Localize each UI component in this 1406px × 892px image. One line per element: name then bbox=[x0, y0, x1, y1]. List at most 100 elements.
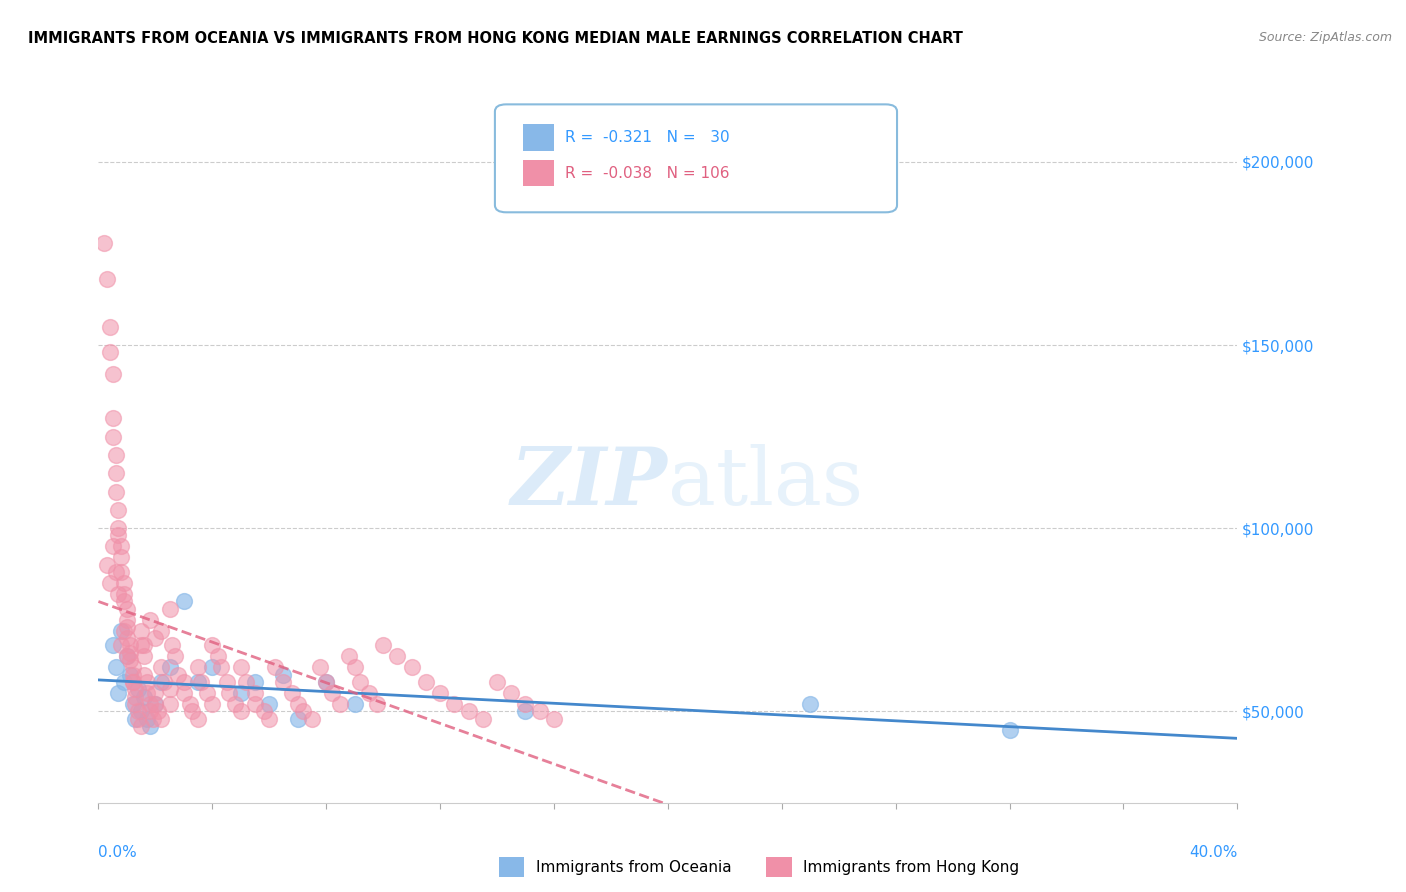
Point bbox=[124, 697, 146, 711]
Point bbox=[998, 723, 1021, 737]
Point bbox=[150, 624, 173, 638]
Point bbox=[287, 697, 309, 711]
Point bbox=[129, 719, 152, 733]
Point bbox=[373, 638, 395, 652]
Point bbox=[529, 704, 551, 718]
Point bbox=[150, 712, 173, 726]
Point bbox=[235, 675, 257, 690]
Point bbox=[401, 660, 423, 674]
Point bbox=[101, 368, 124, 382]
Point bbox=[124, 712, 146, 726]
Point bbox=[121, 667, 143, 681]
Point bbox=[543, 712, 565, 726]
Point bbox=[486, 675, 509, 690]
Point bbox=[115, 631, 138, 645]
Point bbox=[112, 675, 135, 690]
Point bbox=[101, 411, 124, 425]
Point bbox=[129, 624, 152, 638]
Point bbox=[337, 649, 360, 664]
Point bbox=[415, 675, 437, 690]
Point bbox=[201, 660, 224, 674]
Point bbox=[127, 712, 149, 726]
Point bbox=[124, 682, 146, 697]
Point bbox=[121, 675, 143, 690]
Point bbox=[150, 675, 173, 690]
Point bbox=[292, 704, 315, 718]
Point bbox=[165, 649, 187, 664]
Point bbox=[190, 675, 212, 690]
Point bbox=[115, 620, 138, 634]
Point bbox=[107, 503, 129, 517]
Text: atlas: atlas bbox=[668, 443, 863, 522]
Point bbox=[429, 686, 451, 700]
Point bbox=[98, 319, 121, 334]
Point bbox=[129, 638, 152, 652]
Point bbox=[145, 686, 167, 700]
Point bbox=[145, 697, 167, 711]
Point bbox=[281, 686, 304, 700]
Point bbox=[138, 613, 160, 627]
Point bbox=[118, 646, 141, 660]
Point bbox=[121, 697, 143, 711]
Point bbox=[138, 697, 160, 711]
Point bbox=[118, 667, 141, 681]
Point bbox=[101, 429, 124, 443]
Text: Immigrants from Oceania: Immigrants from Oceania bbox=[536, 860, 731, 874]
Point bbox=[173, 675, 195, 690]
Point bbox=[343, 660, 366, 674]
Point bbox=[141, 712, 163, 726]
Point bbox=[104, 484, 127, 499]
Point bbox=[162, 638, 184, 652]
Point bbox=[159, 682, 181, 697]
Text: Immigrants from Hong Kong: Immigrants from Hong Kong bbox=[803, 860, 1019, 874]
Point bbox=[153, 675, 176, 690]
Text: ZIP: ZIP bbox=[510, 444, 668, 522]
Point bbox=[501, 686, 523, 700]
Point bbox=[132, 667, 155, 681]
Point bbox=[343, 697, 366, 711]
Point bbox=[173, 594, 195, 608]
Point bbox=[150, 660, 173, 674]
Text: 0.0%: 0.0% bbox=[98, 845, 138, 860]
Point bbox=[224, 697, 246, 711]
Point bbox=[252, 704, 274, 718]
Point bbox=[243, 697, 266, 711]
Point bbox=[201, 697, 224, 711]
Point bbox=[515, 704, 537, 718]
Point bbox=[443, 697, 465, 711]
Point bbox=[321, 686, 343, 700]
Point bbox=[145, 697, 167, 711]
Point bbox=[127, 704, 149, 718]
Point bbox=[118, 653, 141, 667]
Point bbox=[132, 649, 155, 664]
Point bbox=[145, 631, 167, 645]
Point bbox=[110, 565, 132, 579]
Point bbox=[101, 638, 124, 652]
Text: R =  -0.038   N = 106: R = -0.038 N = 106 bbox=[565, 166, 730, 180]
Point bbox=[387, 649, 409, 664]
Point bbox=[107, 686, 129, 700]
Point bbox=[349, 675, 371, 690]
Point bbox=[215, 675, 238, 690]
Point bbox=[243, 675, 266, 690]
Point bbox=[207, 649, 229, 664]
Point bbox=[132, 638, 155, 652]
Point bbox=[93, 235, 115, 250]
Point bbox=[115, 601, 138, 615]
Point bbox=[315, 675, 337, 690]
Point bbox=[209, 660, 232, 674]
Point bbox=[229, 704, 252, 718]
Point bbox=[124, 690, 146, 704]
Point bbox=[129, 704, 152, 718]
Point bbox=[229, 660, 252, 674]
Point bbox=[115, 649, 138, 664]
Point bbox=[187, 675, 209, 690]
Point bbox=[132, 690, 155, 704]
Point bbox=[110, 550, 132, 565]
Point bbox=[315, 675, 337, 690]
Point bbox=[159, 601, 181, 615]
Point bbox=[110, 540, 132, 554]
Point bbox=[357, 686, 380, 700]
Point bbox=[799, 697, 821, 711]
Point bbox=[471, 712, 494, 726]
